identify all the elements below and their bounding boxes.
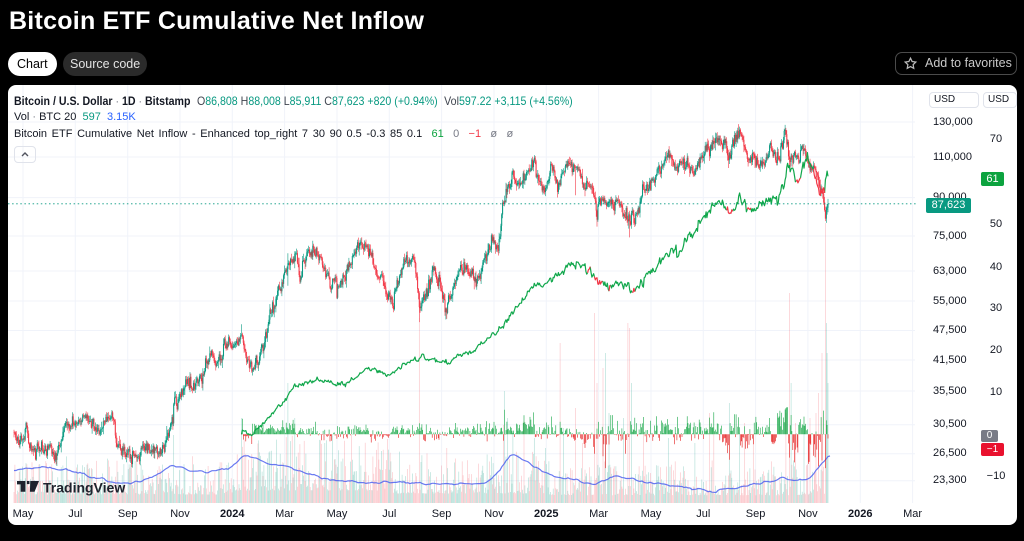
svg-text:TradingView: TradingView: [43, 480, 125, 496]
